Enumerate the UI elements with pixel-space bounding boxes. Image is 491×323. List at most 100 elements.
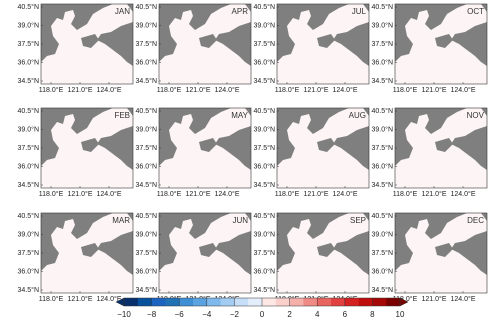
lon-label: 121.0°E: [68, 86, 93, 94]
lon-label: 121.0°E: [68, 295, 93, 303]
lon-label: 118.0°E: [275, 190, 300, 198]
lat-label: 36.0°N: [136, 267, 157, 275]
colorbar-segment: [193, 298, 208, 306]
lon-label: 121.0°E: [422, 295, 447, 303]
lon-label: 121.0°E: [68, 190, 93, 198]
colorbar-label: −2: [230, 310, 240, 319]
lon-label: 121.0°E: [186, 190, 211, 198]
lat-label: 34.5°N: [18, 181, 39, 189]
lat-label: 37.5°N: [136, 40, 157, 48]
lon-label: 118.0°E: [393, 190, 418, 198]
month-label: JUN: [232, 216, 248, 225]
lon-label: 121.0°E: [422, 86, 447, 94]
colorbar-segment: [289, 298, 304, 306]
lat-label: 36.0°N: [18, 58, 39, 66]
map-panel: AUG 40.5°N 39.0°N 37.5°N 36.0°N 34.5°N118.0°E…: [254, 107, 370, 198]
colorbar-label: −6: [175, 310, 185, 319]
lat-label: 39.0°N: [18, 21, 39, 29]
lon-label: 118.0°E: [39, 86, 64, 94]
lat-label: 39.0°N: [254, 230, 275, 238]
lat-label: 36.0°N: [372, 162, 393, 170]
colorbar-segment: [248, 298, 263, 306]
month-label: DEC: [467, 216, 484, 225]
lat-label: 37.5°N: [254, 249, 275, 257]
lon-label: 118.0°E: [275, 86, 300, 94]
lat-label: 40.5°N: [372, 212, 393, 220]
colorbar-segment: [275, 298, 290, 306]
colorbar-segment: [151, 298, 166, 306]
lon-label: 118.0°E: [157, 86, 182, 94]
lat-label: 34.5°N: [18, 286, 39, 294]
lat-label: 37.5°N: [372, 144, 393, 152]
lat-label: 39.0°N: [372, 125, 393, 133]
lat-label: 36.0°N: [254, 162, 275, 170]
month-label: JAN: [115, 7, 130, 16]
month-label: SEP: [350, 216, 366, 225]
lat-label: 37.5°N: [136, 249, 157, 257]
lat-label: 40.5°N: [254, 212, 275, 220]
lat-label: 40.5°N: [18, 3, 39, 11]
month-label: MAY: [231, 111, 248, 120]
lat-label: 37.5°N: [372, 249, 393, 257]
lat-label: 34.5°N: [372, 77, 393, 85]
lat-label: 39.0°N: [254, 125, 275, 133]
lat-label: 40.5°N: [136, 107, 157, 115]
colorbar-segment: [179, 298, 194, 306]
map-panel: JUN40.5°N39.0°N37.5°N36.0°N34.5°N118.0°E…: [136, 212, 252, 303]
colorbar-segment: [124, 298, 139, 306]
colorbar-segment: [137, 298, 152, 306]
lat-label: 37.5°N: [18, 40, 39, 48]
lat-label: 40.5°N: [18, 107, 39, 115]
lat-label: 40.5°N: [372, 107, 393, 115]
lat-label: 39.0°N: [254, 21, 275, 29]
lon-label: 124.0°E: [451, 86, 476, 94]
colorbar-segment: [262, 298, 277, 306]
lat-label: 37.5°N: [136, 144, 157, 152]
lat-label: 34.5°N: [254, 286, 275, 294]
lon-label: 124.0°E: [333, 190, 358, 198]
map-panel: JAN 40.5°N 39.0°N 37.5°N 36.0°N 34.5°N118.0°E…: [18, 3, 134, 94]
lon-label: 118.0°E: [39, 295, 64, 303]
lon-label: 124.0°E: [215, 190, 240, 198]
lat-label: 34.5°N: [372, 286, 393, 294]
lat-label: 34.5°N: [136, 286, 157, 294]
lon-label: 118.0°E: [157, 190, 182, 198]
map-panel: JUL 40.5°N 39.0°N 37.5°N 36.0°N 34.5°N118.0°E…: [254, 3, 370, 94]
colorbar-label: 4: [315, 310, 320, 319]
lat-label: 40.5°N: [18, 212, 39, 220]
colorbar-segment: [234, 298, 249, 306]
lat-label: 34.5°N: [136, 181, 157, 189]
colorbar-segment: [386, 298, 401, 306]
lat-label: 39.0°N: [136, 21, 157, 29]
lat-label: 39.0°N: [372, 21, 393, 29]
lat-label: 36.0°N: [136, 58, 157, 66]
colorbar-label: 10: [396, 310, 405, 319]
lat-label: 37.5°N: [372, 40, 393, 48]
colorbar-segment: [165, 298, 180, 306]
lat-label: 34.5°N: [372, 181, 393, 189]
colorbar-segment: [344, 298, 359, 306]
lat-label: 40.5°N: [254, 3, 275, 11]
lat-label: 36.0°N: [254, 58, 275, 66]
lat-label: 36.0°N: [18, 267, 39, 275]
lat-label: 39.0°N: [18, 230, 39, 238]
lon-label: 121.0°E: [304, 86, 329, 94]
colorbar-segment: [303, 298, 318, 306]
lat-label: 37.5°N: [254, 144, 275, 152]
month-label: JUL: [352, 7, 367, 16]
lat-label: 36.0°N: [372, 267, 393, 275]
lat-label: 34.5°N: [254, 181, 275, 189]
lon-label: 118.0°E: [39, 190, 64, 198]
colorbar-label: −8: [147, 310, 157, 319]
map-panel: SEP40.5°N39.0°N37.5°N36.0°N34.5°N118.0°E…: [254, 212, 370, 303]
colorbar-label: 0: [260, 310, 265, 319]
month-label: OCT: [467, 7, 484, 16]
colorbar-label: 2: [287, 310, 292, 319]
lat-label: 36.0°N: [372, 58, 393, 66]
lon-label: 124.0°E: [333, 86, 358, 94]
month-label: FEB: [114, 111, 130, 120]
lat-label: 40.5°N: [136, 212, 157, 220]
lat-label: 39.0°N: [372, 230, 393, 238]
colorbar-segment: [331, 298, 346, 306]
